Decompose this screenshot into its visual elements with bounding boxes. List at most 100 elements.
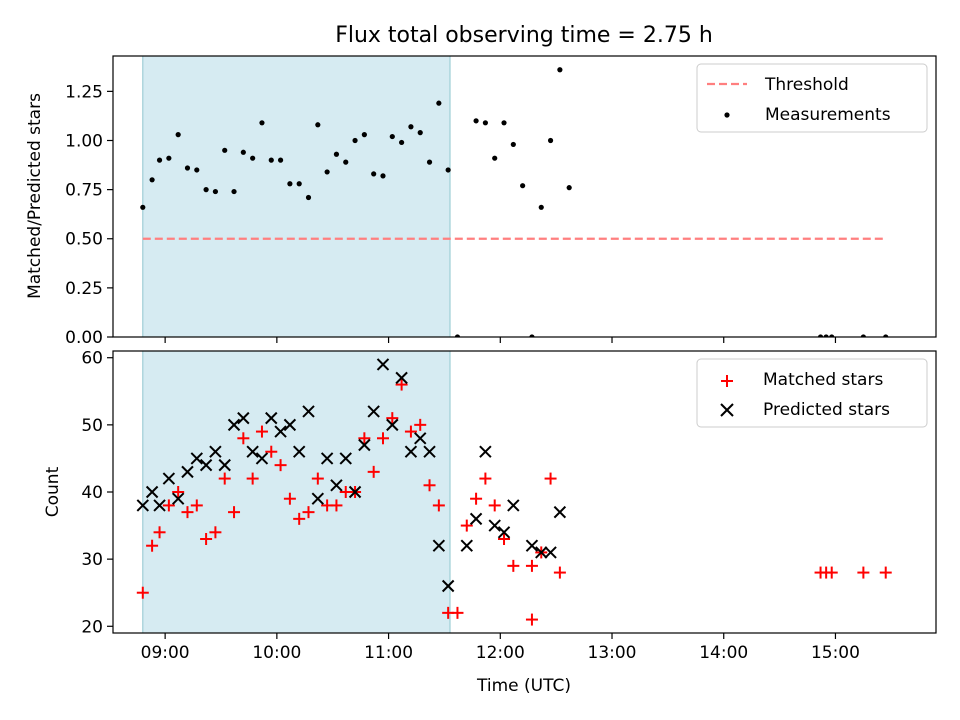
- matched-star-point: [376, 432, 389, 445]
- measurement-point: [492, 155, 498, 161]
- x-tick-label: 09:00: [141, 643, 190, 663]
- highlight-band-rect: [142, 55, 451, 338]
- matched-star-point: [451, 606, 464, 619]
- y-tick-label: 0.75: [65, 181, 103, 201]
- predicted-star-point: [395, 371, 408, 385]
- matched-star-point: [488, 499, 501, 512]
- matched-star-point: [136, 586, 149, 599]
- predicted-star-point: [507, 499, 520, 512]
- predicted-star-point: [209, 445, 222, 458]
- matched-star-point: [237, 432, 250, 445]
- matched-star-point: [255, 425, 268, 438]
- predicted-star-point: [544, 546, 557, 559]
- measurement-point: [240, 149, 246, 155]
- matched-star-point: [209, 526, 222, 539]
- y-tick-label: 20: [81, 617, 103, 637]
- measurement-point: [156, 157, 163, 163]
- matched-star-point: [146, 539, 159, 552]
- measurement-point: [352, 137, 358, 144]
- measurement-point: [547, 137, 554, 144]
- measurement-point: [343, 159, 349, 165]
- matched-star-point: [386, 412, 399, 425]
- predicted-star-point: [255, 452, 269, 465]
- measurement-point: [529, 334, 535, 337]
- matched-star-point: [507, 559, 520, 572]
- measurement-point: [222, 147, 228, 153]
- matched-star-point: [414, 418, 427, 431]
- matched-star-point: [395, 378, 408, 391]
- matched-star-point: [246, 472, 259, 485]
- matched-legend-label: Matched stars: [763, 370, 883, 390]
- ratio-panel: 0.00 0.25 0.50 0.75 1.00 1.25 Matched/Predict…: [25, 55, 937, 348]
- y-tick-label: 0.25: [65, 279, 103, 299]
- predicted-star-point: [386, 418, 399, 432]
- measurement-point: [566, 185, 572, 191]
- counts-legend: Matched stars Predicted stars: [696, 358, 928, 428]
- predicted-star-point: [525, 539, 539, 552]
- measurement-point: [305, 194, 312, 201]
- predicted-star-point: [218, 458, 231, 472]
- predicted-star-point: [460, 539, 473, 552]
- chart-title: Flux total observing time = 2.75 h: [335, 23, 713, 48]
- predicted-star-point: [469, 512, 483, 526]
- measurement-point: [482, 120, 488, 126]
- measurements-legend-swatch: [724, 112, 730, 118]
- matched-star-point: [181, 506, 194, 519]
- predicted-star-point: [171, 492, 185, 505]
- measurement-point: [250, 155, 256, 161]
- ratio-axes-frame: [112, 55, 937, 338]
- y-tick-label: 30: [81, 550, 103, 570]
- ratio-plot-area: [140, 67, 889, 337]
- y-tick-label: 1.00: [65, 131, 103, 151]
- y-tick-label: 1.25: [65, 82, 103, 102]
- matched-star-point: [544, 472, 557, 485]
- matched-star-point: [498, 533, 511, 545]
- measurement-point: [380, 173, 386, 179]
- matched-star-point: [311, 472, 324, 485]
- measurement-point: [194, 167, 200, 173]
- matched-star-point: [525, 559, 538, 572]
- predicted-star-point: [423, 445, 436, 458]
- measurement-point: [203, 187, 209, 193]
- predicted-star-point: [553, 505, 567, 519]
- predicted-star-point: [265, 411, 278, 425]
- matched-star-point: [525, 613, 538, 626]
- predicted-star-point: [292, 445, 306, 458]
- predicted-star-point: [339, 452, 352, 465]
- predicted-star-point: [227, 418, 241, 432]
- predicted-star-point: [190, 452, 203, 465]
- ratio-x-tick-marks: [164, 337, 837, 343]
- matched-star-point: [879, 566, 892, 579]
- matched-star-point: [293, 512, 306, 525]
- predicted-star-point: [283, 418, 297, 432]
- matched-star-point: [330, 499, 343, 512]
- measurement-point: [501, 120, 507, 126]
- matched-star-point: [367, 465, 380, 478]
- matched-star-point: [479, 472, 492, 485]
- measurement-point: [212, 188, 219, 195]
- y-tick-label: 0.50: [65, 230, 103, 250]
- matched-star-point: [432, 499, 445, 512]
- x-tick-label: 11:00: [364, 643, 413, 663]
- counts-legend-box: [696, 358, 928, 428]
- predicted-star-point: [376, 358, 390, 371]
- measurement-point: [883, 334, 889, 337]
- predicted-star-point: [404, 445, 418, 458]
- y-tick-label: 0.00: [65, 328, 103, 348]
- matched-star-point: [190, 499, 203, 512]
- matched-star-point: [553, 566, 566, 579]
- matched-star-point: [274, 459, 287, 472]
- measurement-point: [296, 181, 302, 187]
- matched-star-point: [825, 566, 838, 579]
- matched-star-point: [460, 519, 473, 532]
- measurement-point: [408, 124, 414, 130]
- measurement-point: [277, 157, 284, 163]
- ratio-y-ticks: 0.00 0.25 0.50 0.75 1.00 1.25: [65, 82, 113, 348]
- predicted-star-point: [432, 539, 446, 552]
- predicted-star-point: [145, 485, 159, 499]
- x-axis-label: Time (UTC): [476, 676, 571, 696]
- measurement-point: [149, 177, 155, 183]
- measurement-point: [520, 183, 526, 189]
- matched-star-point: [162, 499, 175, 512]
